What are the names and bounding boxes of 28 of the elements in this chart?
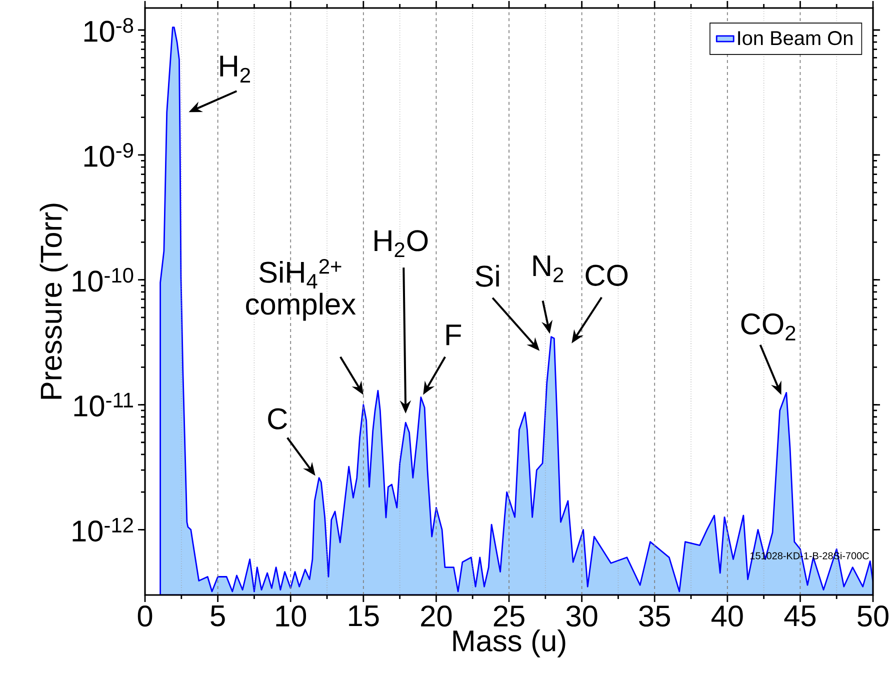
y-axis-title: Pressure (Torr) xyxy=(40,204,68,399)
x-tick-label: 5 xyxy=(210,606,225,626)
y-tick-label: 10$^{-11}$ xyxy=(74,392,133,417)
x-tick-label: 35 xyxy=(639,605,670,627)
y-tick-label: 10$^{-10}$ xyxy=(72,268,134,292)
annotation: H$_{2}$ xyxy=(220,56,250,82)
annotation: N$_{2}$ xyxy=(533,255,564,282)
x-tick-label: 45 xyxy=(784,606,816,626)
annotation: CO xyxy=(586,264,628,286)
x-tick-label: 20 xyxy=(421,605,452,627)
y-tick-label: 10$^{-8}$ xyxy=(84,18,134,42)
annotation: C xyxy=(268,408,288,430)
annotation: Si xyxy=(476,264,499,287)
x-tick-label: 30 xyxy=(566,605,598,627)
x-tick-label: 0 xyxy=(138,605,152,627)
x-tick-label: 50 xyxy=(858,605,888,627)
x-tick-label: 15 xyxy=(349,606,379,626)
annotation: CO$_{2}$ xyxy=(741,313,796,340)
y-tick-label: 10$^{-9}$ xyxy=(84,142,133,167)
legend-label: Ion Beam On xyxy=(738,31,852,46)
x-tick-label: 25 xyxy=(494,605,524,627)
annotation: SiH$_{4}$2+ complex xyxy=(246,259,356,321)
x-tick-label: 10 xyxy=(276,605,306,627)
x-tick-label: 40 xyxy=(711,605,743,627)
y-tick-label: 10$^{-12}$ xyxy=(72,518,133,542)
annotation: F xyxy=(446,324,462,346)
annotation: H$_{2}$O xyxy=(374,230,428,258)
x-axis-title: Mass (u) xyxy=(453,630,566,658)
